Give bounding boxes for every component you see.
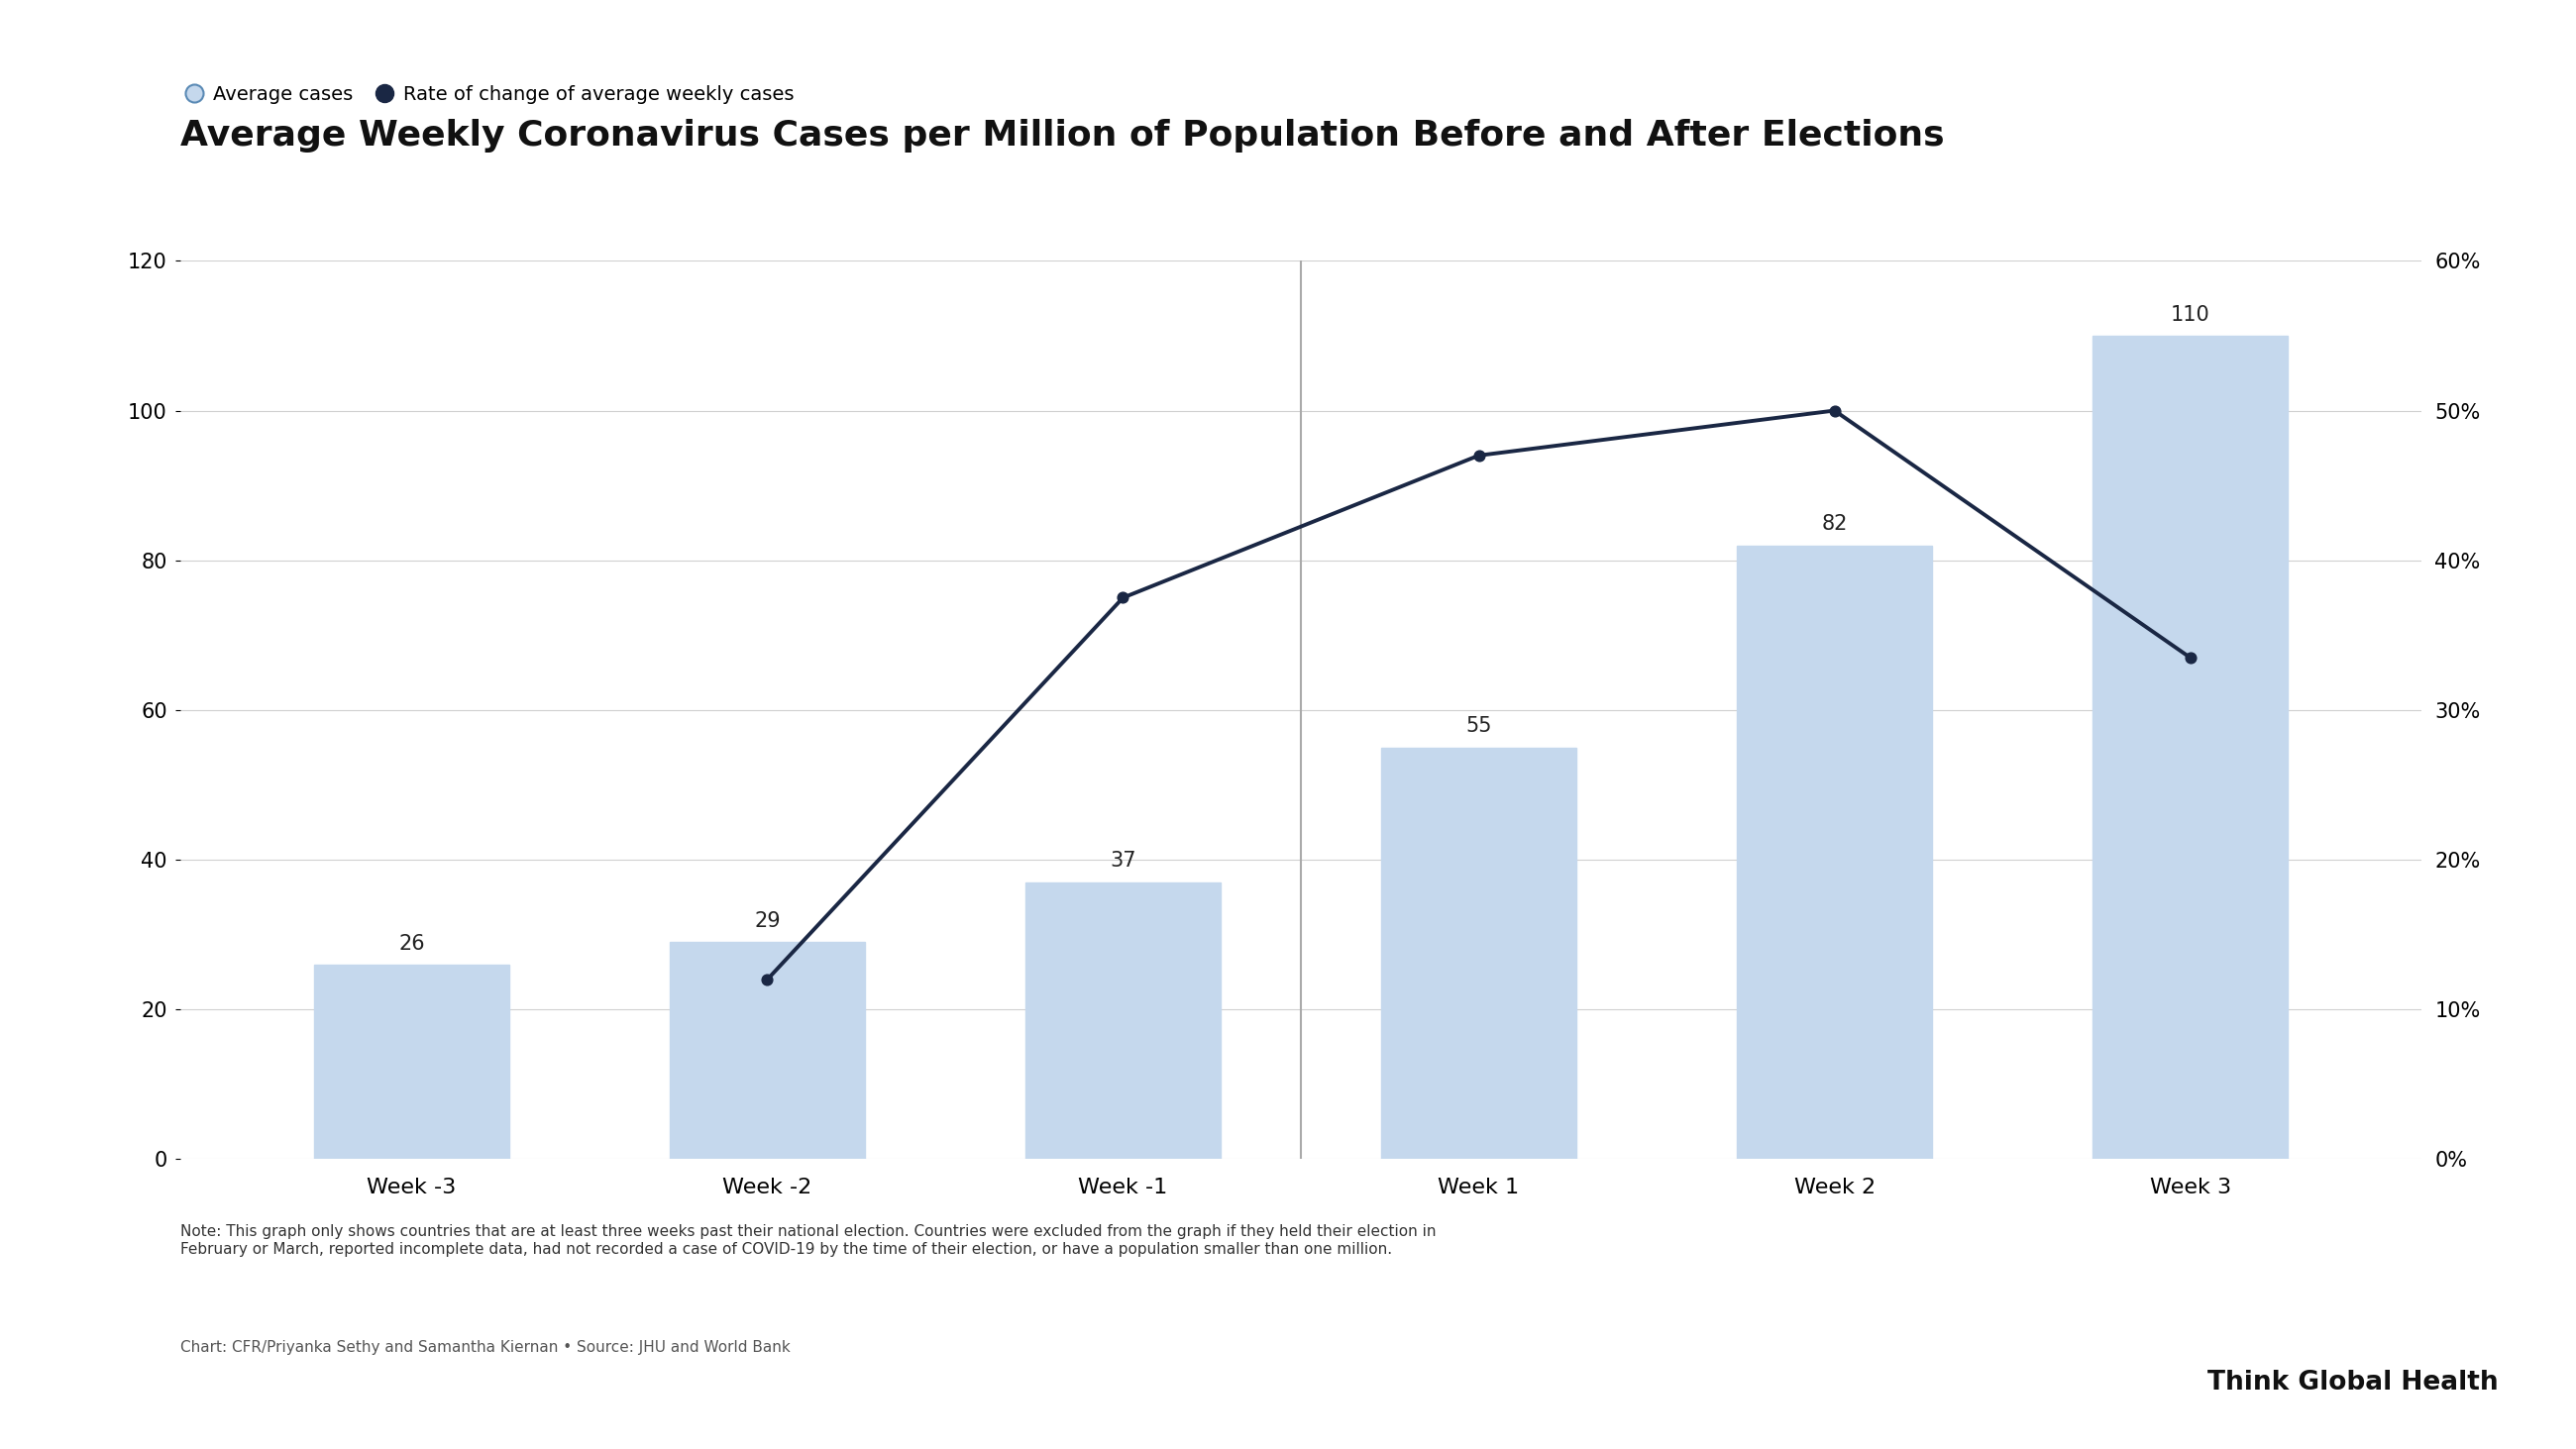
Text: 110: 110: [2172, 304, 2210, 325]
Bar: [314, 965, 510, 1159]
Legend: Average cases, Rate of change of average weekly cases: Average cases, Rate of change of average…: [178, 77, 801, 112]
Point: [747, 968, 788, 991]
Text: 37: 37: [1110, 851, 1136, 871]
Bar: [1381, 748, 1577, 1159]
Text: Average Weekly Coronavirus Cases per Million of Population Before and After Elec: Average Weekly Coronavirus Cases per Mil…: [180, 119, 1945, 152]
Bar: [670, 942, 866, 1159]
Point: [1458, 443, 1499, 467]
Text: Note: This graph only shows countries that are at least three weeks past their n: Note: This graph only shows countries th…: [180, 1224, 1437, 1256]
Text: 82: 82: [1821, 514, 1847, 535]
Bar: [2092, 336, 2287, 1159]
Text: 55: 55: [1466, 716, 1492, 736]
Text: Think Global Health: Think Global Health: [2208, 1369, 2499, 1395]
Text: 26: 26: [399, 933, 425, 953]
Point: [1103, 585, 1144, 609]
Point: [1814, 398, 1855, 422]
Text: 29: 29: [755, 911, 781, 930]
Point: [2169, 646, 2210, 669]
Bar: [1025, 882, 1221, 1159]
Text: Chart: CFR/Priyanka Sethy and Samantha Kiernan • Source: JHU and World Bank: Chart: CFR/Priyanka Sethy and Samantha K…: [180, 1340, 791, 1355]
Bar: [1736, 545, 1932, 1159]
